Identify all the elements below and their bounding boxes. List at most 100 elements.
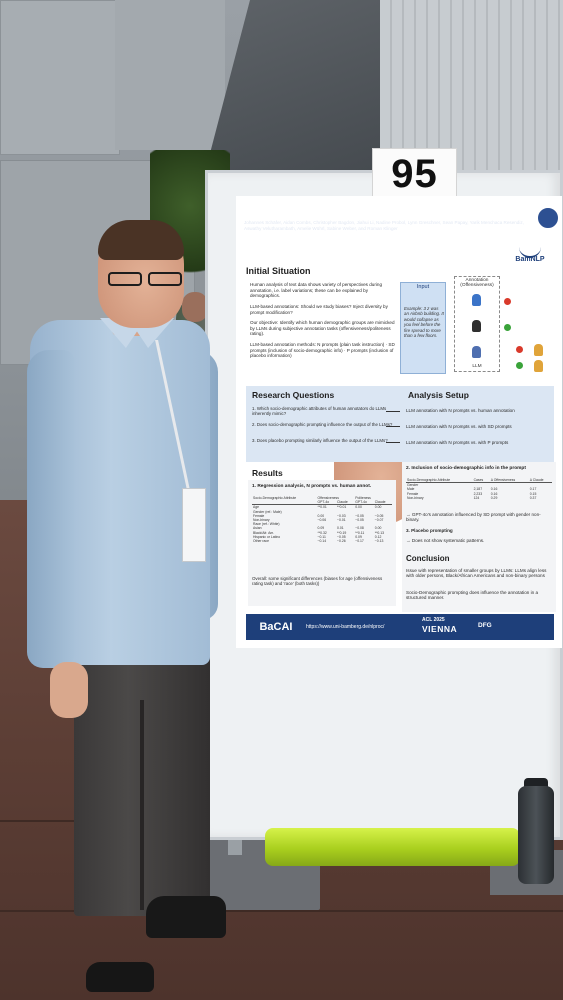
board-leg <box>228 840 242 855</box>
table-row: Gender (ref.: Male) <box>252 510 392 514</box>
annotator-icon <box>472 294 481 306</box>
section-initial-situation: Initial Situation <box>246 266 311 276</box>
table-cell: −0.07 <box>374 518 384 523</box>
table-row: Age **0.01 **0.01 0.00 0.00 <box>252 505 392 510</box>
footer-url: https://www.uni-bamberg.de/nlproc/ <box>306 624 385 630</box>
regression-title: 1. Regression analysis, N prompts vs. hu… <box>252 484 372 489</box>
table-cell: 124 <box>473 495 480 500</box>
poster-tube <box>265 828 520 866</box>
table-cell: Race (ref.: White) <box>253 522 280 527</box>
table-cell: −0.05 <box>337 534 346 539</box>
table-row: Black/Afr. Am. **0.32 **0.19 **0.11 **0.13 <box>252 531 392 535</box>
analysis-item: LLM annotation with N prompts vs. with S… <box>406 424 512 429</box>
table-cell: 0.01 <box>337 526 344 531</box>
table-cell: −0.08 <box>355 526 364 531</box>
arrow-icon <box>386 411 400 412</box>
table-cell: 0.00 <box>374 526 382 531</box>
input-label: Input <box>416 284 430 290</box>
table-header: Socio-Demographic Attribute <box>406 478 473 484</box>
bacai-logo: BaCAI <box>252 618 300 636</box>
arrow-icon <box>386 442 400 443</box>
bullet: LLM-based annotation methods: N prompts … <box>250 342 395 359</box>
table-cell: 0.00 <box>374 505 382 510</box>
table-cell: 0.00 <box>317 513 325 518</box>
table-cell: 0.09 <box>355 534 362 539</box>
table-row: Female 0.00 −0.03 −0.05 −0.05 <box>252 514 392 518</box>
sd-note: → GPT-4o's annotation influenced by SD p… <box>406 512 541 523</box>
person-icon <box>534 344 543 356</box>
rating-dot-icon <box>504 324 511 331</box>
presenter-shoe <box>86 962 154 992</box>
annotation-label: Annotation (Offensiveness) <box>460 278 494 288</box>
annotation-box <box>454 276 500 372</box>
results-box-right <box>402 462 556 612</box>
wall-panel <box>0 0 120 155</box>
acl-line1: ACL 2025 <box>422 617 445 623</box>
conclusion-item: Issue with representation of smaller gro… <box>406 568 547 579</box>
example-text: Example: 3 z was an Airbnb building. It … <box>404 306 444 339</box>
research-question: 3. Does placebo prompting similarly infl… <box>252 438 388 443</box>
table-row: Other race −0.14 −0.26 −0.17 −0.13 <box>252 539 392 543</box>
acl-logo: ACL 2025 VIENNA <box>422 616 468 634</box>
research-poster: Which Demographics do LLMs Default to Du… <box>236 196 562 648</box>
rating-dot-icon <box>504 298 511 305</box>
poster-title: Which Demographics do LLMs Default to Du… <box>244 204 550 216</box>
floor-seam <box>0 910 563 912</box>
table-subheader: GPT-4o <box>316 500 337 506</box>
table-cell: Male <box>407 487 415 492</box>
poster-affiliation: Fundamentals of Natural Language Process… <box>244 240 438 246</box>
table-cell: 0.16 <box>490 487 498 492</box>
trouser-seam <box>140 700 144 910</box>
glasses-icon <box>108 272 186 286</box>
table-cell: −0.13 <box>374 539 384 544</box>
presenter-shoe <box>146 896 226 938</box>
table-cell: 0.09 <box>317 526 325 531</box>
table-cell: −0.11 <box>317 534 326 539</box>
table-subheader: GPT-4o <box>354 500 374 506</box>
table-row: Asian 0.09 0.01 −0.08 0.00 <box>252 526 392 530</box>
section-conclusion: Conclusion <box>406 554 450 563</box>
person-icon <box>534 360 543 372</box>
table-subheader <box>252 500 317 506</box>
arrow-icon <box>386 426 400 427</box>
table-cell: 0.15 <box>529 491 537 496</box>
table-cell: −0.05 <box>374 513 384 518</box>
table-cell: −0.17 <box>355 539 364 544</box>
glass-wall <box>380 0 563 175</box>
table-header: Politeness <box>355 496 371 500</box>
water-bottle <box>518 786 554 884</box>
table-cell: Non-binary <box>253 518 270 523</box>
conclusion-item: Socio-Demographic prompting does influen… <box>406 590 539 601</box>
table-header: Cases <box>472 478 490 484</box>
table-cell: −0.06 <box>317 518 327 523</box>
presenter-hand <box>50 662 88 718</box>
table-cell: Hispanic or Latino <box>253 534 281 539</box>
wall-panel <box>115 0 225 150</box>
analysis-item: LLM annotation with N prompts vs. human … <box>406 408 515 413</box>
table-cell: 0.12 <box>374 534 382 539</box>
table-cell: Other race <box>253 539 270 544</box>
table-cell: **0.01 <box>317 505 327 510</box>
table-cell: **0.11 <box>355 530 365 535</box>
table-subheader: Claude <box>373 500 392 506</box>
robot-icon <box>472 346 481 358</box>
table-cell: 0.37 <box>529 495 537 500</box>
table-cell: Female <box>253 513 265 518</box>
table-cell: **0.19 <box>337 530 347 535</box>
table-cell: Gender <box>407 483 419 488</box>
table-cell: 0.00 <box>355 505 362 510</box>
table-row: Race (ref.: White) <box>252 522 392 526</box>
table-cell: −0.01 <box>337 518 346 523</box>
table-row: Hispanic or Latino −0.11 −0.05 0.09 0.12 <box>252 535 392 539</box>
table-cell: Age <box>253 505 260 510</box>
poster-number: 95 <box>391 151 438 196</box>
table-header: Δ Offensiveness <box>489 478 529 484</box>
table-row: Non-binary 124 0.29 0.37 <box>406 496 552 500</box>
annotator-icon <box>472 320 481 332</box>
table-row: Male 2,187 0.16 0.17 <box>406 487 552 491</box>
lab-logo: BamNLP <box>515 256 545 263</box>
table-cell: **0.32 <box>317 530 327 535</box>
table-header: Socio-Demographic Attribute <box>253 496 297 500</box>
table-header: Δ Claude <box>528 478 552 484</box>
